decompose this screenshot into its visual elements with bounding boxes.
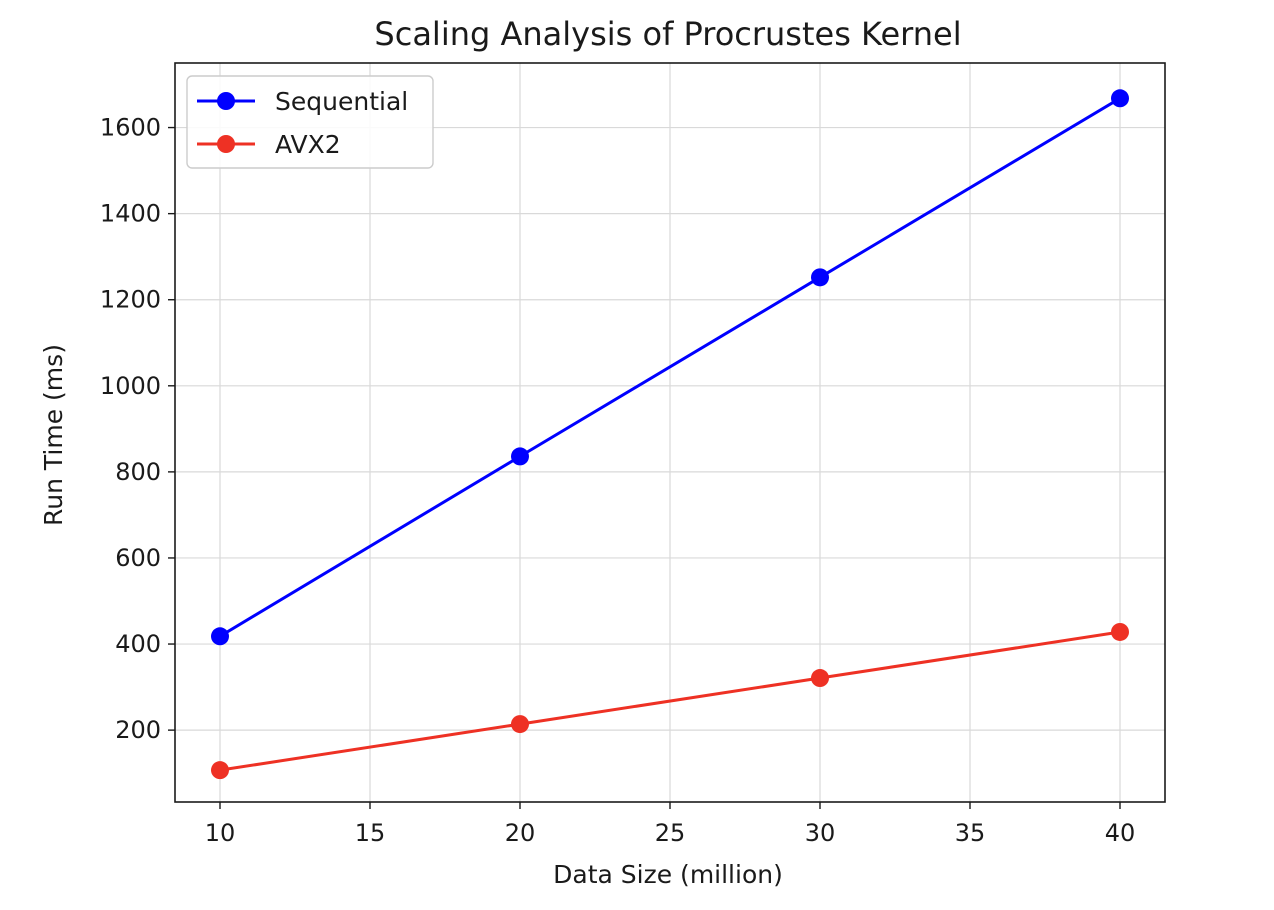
data-point-avx2 <box>211 761 229 780</box>
y-tick-label: 800 <box>115 458 161 486</box>
data-point-avx2 <box>811 669 829 688</box>
series-line-sequential <box>219 97 1121 638</box>
data-point-sequential <box>511 447 529 466</box>
data-point-avx2 <box>1111 622 1129 641</box>
x-tick-label: 20 <box>505 819 536 847</box>
data-point-sequential <box>811 268 829 287</box>
series-avx2 <box>211 622 1129 780</box>
legend: Sequential AVX2 <box>186 75 434 169</box>
y-tick-label: 600 <box>115 544 161 572</box>
x-tick-label: 10 <box>205 819 236 847</box>
series-layer <box>211 89 1129 780</box>
x-tick-label: 40 <box>1105 819 1136 847</box>
grid <box>175 63 1165 802</box>
y-tick-label: 400 <box>115 630 161 658</box>
legend-label: Sequential <box>275 87 408 116</box>
y-tick-label: 200 <box>115 716 161 744</box>
series-line-avx2 <box>219 630 1121 772</box>
axis-ticks: 10 15 20 25 30 35 40 200 400 600 800 1000 1200 1400 16… <box>100 114 1135 847</box>
chart-title: Scaling Analysis of Procrustes Kernel <box>374 15 961 53</box>
x-tick-label: 35 <box>955 819 986 847</box>
legend-marker <box>217 92 235 110</box>
y-axis-label: Run Time (ms) <box>39 344 68 526</box>
data-point-sequential <box>211 627 229 646</box>
x-tick-label: 30 <box>805 819 836 847</box>
legend-label: AVX2 <box>275 130 341 159</box>
series-sequential <box>211 89 1129 646</box>
x-tick-label: 25 <box>655 819 686 847</box>
legend-item-avx2: AVX2 <box>197 130 341 159</box>
data-point-avx2 <box>511 715 529 734</box>
y-tick-label: 1000 <box>100 372 161 400</box>
legend-item-sequential: Sequential <box>197 87 408 116</box>
data-point-sequential <box>1111 89 1129 108</box>
x-axis-label: Data Size (million) <box>553 860 783 889</box>
x-tick-label: 15 <box>355 819 386 847</box>
y-tick-label: 1600 <box>100 114 161 142</box>
legend-marker <box>217 135 235 153</box>
y-tick-label: 1400 <box>100 200 161 228</box>
y-tick-label: 1200 <box>100 286 161 314</box>
